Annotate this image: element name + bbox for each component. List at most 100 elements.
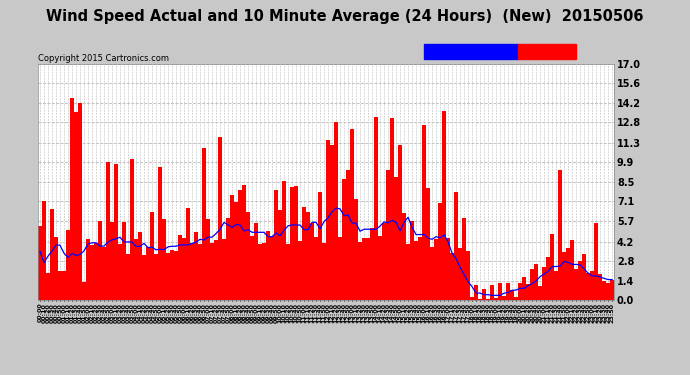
Bar bbox=[478, 299, 482, 300]
Bar bbox=[330, 145, 334, 300]
Bar bbox=[462, 217, 466, 300]
Bar bbox=[322, 243, 326, 300]
Bar bbox=[270, 236, 274, 300]
Bar bbox=[210, 243, 214, 300]
Bar bbox=[238, 190, 242, 300]
Bar bbox=[198, 244, 202, 300]
Bar bbox=[190, 243, 194, 300]
Text: 10 Min Avg (mph): 10 Min Avg (mph) bbox=[431, 47, 511, 56]
Bar bbox=[350, 129, 354, 300]
Bar bbox=[186, 208, 190, 300]
Text: Copyright 2015 Cartronics.com: Copyright 2015 Cartronics.com bbox=[38, 54, 169, 63]
Bar bbox=[518, 283, 522, 300]
Bar bbox=[610, 280, 614, 300]
Bar bbox=[82, 282, 86, 300]
Bar bbox=[282, 180, 286, 300]
Bar bbox=[74, 112, 78, 300]
Bar bbox=[410, 221, 414, 300]
Bar bbox=[274, 190, 278, 300]
Bar bbox=[590, 271, 594, 300]
Bar bbox=[522, 277, 526, 300]
Bar bbox=[166, 253, 170, 300]
Bar bbox=[86, 239, 90, 300]
Bar bbox=[598, 274, 602, 300]
Bar bbox=[278, 210, 282, 300]
Bar bbox=[454, 192, 458, 300]
Bar bbox=[134, 238, 138, 300]
Bar bbox=[602, 281, 606, 300]
Bar bbox=[558, 170, 562, 300]
Bar bbox=[242, 184, 246, 300]
Bar bbox=[578, 261, 582, 300]
Bar bbox=[434, 238, 438, 300]
Bar bbox=[250, 236, 254, 300]
Bar bbox=[430, 247, 434, 300]
Bar bbox=[606, 283, 610, 300]
Bar bbox=[418, 237, 422, 300]
Bar bbox=[458, 248, 462, 300]
Bar bbox=[114, 164, 118, 300]
Bar bbox=[342, 179, 346, 300]
Bar bbox=[246, 212, 250, 300]
Bar bbox=[138, 232, 142, 300]
Bar bbox=[202, 148, 206, 300]
Bar bbox=[310, 224, 314, 300]
Bar bbox=[90, 245, 94, 300]
Bar bbox=[98, 222, 102, 300]
Bar bbox=[158, 166, 162, 300]
Bar bbox=[314, 237, 318, 300]
Bar bbox=[582, 254, 586, 300]
Bar bbox=[354, 199, 358, 300]
Bar bbox=[302, 207, 306, 300]
Bar bbox=[66, 230, 70, 300]
Bar bbox=[254, 223, 258, 300]
Bar bbox=[378, 236, 382, 300]
Bar bbox=[506, 283, 510, 300]
Text: Wind (mph): Wind (mph) bbox=[520, 47, 573, 56]
Bar bbox=[358, 242, 362, 300]
Bar bbox=[78, 103, 82, 300]
Bar bbox=[154, 254, 158, 300]
Bar bbox=[474, 285, 478, 300]
Bar bbox=[38, 226, 42, 300]
Bar bbox=[422, 125, 426, 300]
Bar bbox=[142, 255, 146, 300]
Bar bbox=[146, 247, 150, 300]
Bar bbox=[374, 117, 378, 300]
Bar bbox=[206, 219, 210, 300]
Bar bbox=[122, 222, 126, 300]
Bar bbox=[510, 290, 514, 300]
Bar bbox=[398, 145, 402, 300]
Bar bbox=[110, 222, 114, 300]
Bar bbox=[562, 252, 566, 300]
Bar bbox=[362, 238, 366, 300]
Bar bbox=[482, 290, 486, 300]
Bar bbox=[326, 140, 330, 300]
Bar bbox=[338, 237, 342, 300]
Bar bbox=[178, 235, 182, 300]
Bar bbox=[126, 254, 130, 300]
Bar bbox=[54, 237, 58, 300]
Bar bbox=[118, 244, 122, 300]
Bar bbox=[258, 244, 262, 300]
Bar bbox=[470, 297, 474, 300]
Bar bbox=[262, 243, 266, 300]
Bar bbox=[542, 267, 546, 300]
Bar bbox=[382, 223, 386, 300]
Bar bbox=[58, 270, 62, 300]
Bar bbox=[150, 212, 154, 300]
Bar bbox=[286, 244, 290, 300]
Bar bbox=[574, 268, 578, 300]
Bar bbox=[306, 212, 310, 300]
Bar bbox=[370, 228, 374, 300]
Bar bbox=[366, 238, 370, 300]
Bar bbox=[394, 177, 398, 300]
Bar bbox=[170, 250, 174, 300]
Bar bbox=[554, 272, 558, 300]
Text: Wind Speed Actual and 10 Minute Average (24 Hours)  (New)  20150506: Wind Speed Actual and 10 Minute Average … bbox=[46, 9, 644, 24]
Bar bbox=[490, 285, 494, 300]
Bar bbox=[530, 269, 534, 300]
Bar bbox=[346, 170, 350, 300]
Bar bbox=[502, 296, 506, 300]
Bar bbox=[294, 186, 298, 300]
